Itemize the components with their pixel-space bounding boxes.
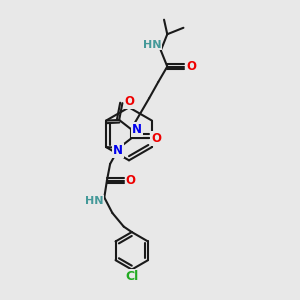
Text: N: N bbox=[132, 123, 142, 136]
Text: O: O bbox=[126, 174, 136, 187]
Text: O: O bbox=[151, 132, 161, 145]
Text: HN: HN bbox=[85, 196, 103, 206]
Text: O: O bbox=[186, 60, 196, 73]
Text: N: N bbox=[113, 144, 123, 157]
Text: Cl: Cl bbox=[125, 271, 138, 284]
Text: HN: HN bbox=[142, 40, 161, 50]
Text: O: O bbox=[124, 95, 134, 108]
